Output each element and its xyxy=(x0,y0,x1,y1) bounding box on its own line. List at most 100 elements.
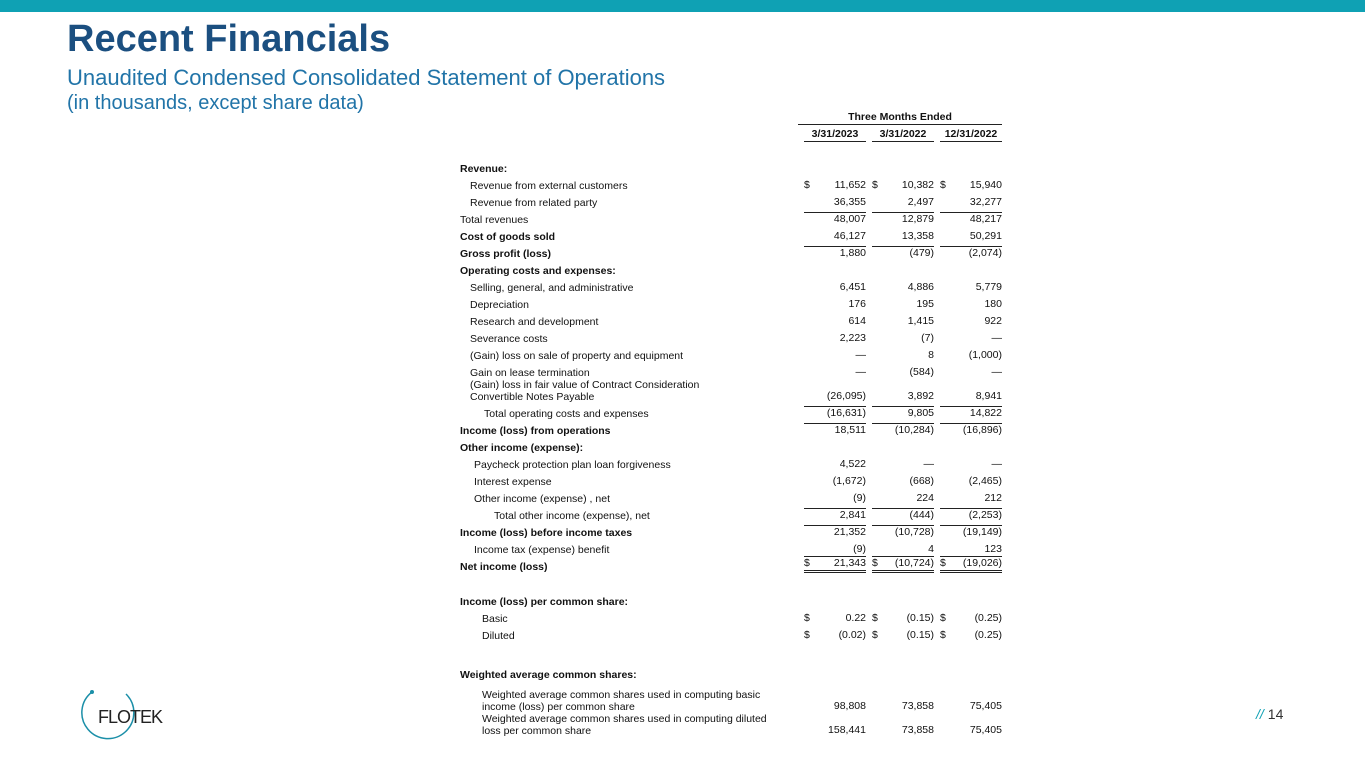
value-wrap: 8 xyxy=(872,349,934,362)
value-cell: (1,000) xyxy=(934,345,1002,362)
table-row: Revenue: xyxy=(460,142,1002,175)
row-label: Weighted average common shares: xyxy=(460,669,637,681)
value-wrap: $ (10,724) xyxy=(872,556,934,573)
spacer xyxy=(460,125,798,142)
value-cell: (7) xyxy=(866,328,934,345)
value-cell: 158,441 xyxy=(798,713,866,737)
value: (0.15) xyxy=(906,612,934,624)
table-row: Total operating costs and expenses (16,63… xyxy=(460,403,1002,420)
value-cell: 75,405 xyxy=(934,713,1002,737)
value-cell: 2,841 xyxy=(798,505,866,522)
value-cell xyxy=(798,437,866,454)
value: 1,880 xyxy=(839,247,866,259)
value-cell: 2,223 xyxy=(798,328,866,345)
value-cell: 4 xyxy=(866,539,934,556)
value: 3,892 xyxy=(907,390,934,402)
value-wrap: 73,858 xyxy=(872,724,934,737)
value-wrap: (668) xyxy=(872,475,934,488)
value-wrap: $10,382 xyxy=(872,179,934,192)
table-row: Diluted $ (0.02) $ (0.15) $ (0.25) xyxy=(460,625,1002,642)
value-cell: 4,522 xyxy=(798,454,866,471)
row-label: Cost of goods sold xyxy=(460,231,556,243)
value-cell: 48,007 xyxy=(798,209,866,226)
value: 48,217 xyxy=(969,213,1002,225)
value: 4,522 xyxy=(839,458,866,470)
table-row: Other income (expense) , net (9) 224 212 xyxy=(460,488,1002,505)
value: — xyxy=(991,366,1003,378)
value: (9) xyxy=(853,492,866,504)
currency: $ xyxy=(940,612,946,624)
currency: $ xyxy=(940,629,946,641)
financial-table: Three Months Ended 3/31/2023 3/31/2022 12/3… xyxy=(460,108,1002,737)
value-wrap: 1,880 xyxy=(804,246,866,260)
value-cell xyxy=(934,437,1002,454)
value: 75,405 xyxy=(969,724,1002,736)
table-row: Total revenues 48,007 12,879 48,217 xyxy=(460,209,1002,226)
row-label: (Gain) loss on sale of property and equi… xyxy=(470,350,684,362)
row-label: Weighted average common shares used in c… xyxy=(482,713,767,737)
column-header-text: 3/31/2022 xyxy=(872,128,934,142)
value: (2,465) xyxy=(968,475,1002,487)
table-row: Revenue from external customers $11,652 $1… xyxy=(460,175,1002,192)
row-label: Revenue from related party xyxy=(470,197,598,209)
value-cell: 4,886 xyxy=(866,277,934,294)
row-label: Gain on lease termination xyxy=(470,367,590,379)
value-cell: 1,415 xyxy=(866,311,934,328)
value-wrap: (9) xyxy=(804,543,866,556)
value-wrap: $0.22 xyxy=(804,612,866,625)
row-label: Diluted xyxy=(482,630,515,642)
value-wrap: (7) xyxy=(872,332,934,345)
table-row: Income (loss) from operations 18,511 (10,2… xyxy=(460,420,1002,437)
value-wrap: 4 xyxy=(872,543,934,556)
value-cell: $11,652 xyxy=(798,175,866,192)
value-wrap: 75,405 xyxy=(940,700,1002,713)
value-cell xyxy=(866,437,934,454)
value-cell: (2,074) xyxy=(934,243,1002,260)
value-wrap: $ (19,026) xyxy=(940,556,1002,573)
note: (in thousands, except share data) xyxy=(67,92,364,114)
currency: $ xyxy=(804,179,810,191)
value-cell: 180 xyxy=(934,294,1002,311)
row-label: Total operating costs and expenses xyxy=(484,408,649,420)
value: 14,822 xyxy=(969,407,1002,419)
column-header: 3/31/2023 xyxy=(798,125,866,142)
value: 73,858 xyxy=(901,700,934,712)
table-row: Total other income (expense), net 2,841 (4… xyxy=(460,505,1002,522)
value: 8 xyxy=(928,349,934,361)
value: 123 xyxy=(984,543,1002,555)
value-cell: (16,896) xyxy=(934,420,1002,437)
value: 8,941 xyxy=(975,390,1002,402)
value-wrap: (2,465) xyxy=(940,475,1002,488)
table-row: Gain on lease termination — (584) — xyxy=(460,362,1002,379)
value-cell: $ (10,724) xyxy=(866,556,934,573)
row-label: Interest expense xyxy=(474,476,552,488)
group-header-text: Three Months Ended xyxy=(798,111,1002,125)
value: (16,631) xyxy=(826,407,866,419)
value: (0.02) xyxy=(838,629,866,641)
value-wrap: 36,355 xyxy=(804,196,866,209)
table-row: Interest expense (1,672) (668) (2,465) xyxy=(460,471,1002,488)
value: 73,858 xyxy=(901,724,934,736)
spacer xyxy=(460,108,798,125)
value-wrap: 6,451 xyxy=(804,281,866,294)
value-cell: $ (0.02) xyxy=(798,625,866,642)
value-cell xyxy=(866,260,934,277)
value-wrap: $11,652 xyxy=(804,179,866,192)
table-row: Weighted average common shares used in c… xyxy=(460,681,1002,713)
value-cell: 48,217 xyxy=(934,209,1002,226)
value: 15,940 xyxy=(969,179,1002,191)
value-wrap: 123 xyxy=(940,543,1002,556)
value: — xyxy=(991,458,1003,470)
value-wrap: 180 xyxy=(940,298,1002,311)
value-wrap: 2,841 xyxy=(804,508,866,522)
value: (10,724) xyxy=(894,557,934,569)
value-cell: (479) xyxy=(866,243,934,260)
value-wrap: — xyxy=(940,458,1003,471)
value: — xyxy=(991,332,1003,344)
value-wrap: $ (0.02) xyxy=(804,629,866,642)
value: 21,352 xyxy=(833,526,866,538)
page-number: //14 xyxy=(1256,706,1283,722)
value-cell xyxy=(798,573,866,608)
table-row: Other income (expense): xyxy=(460,437,1002,454)
value-cell: 18,511 xyxy=(798,420,866,437)
